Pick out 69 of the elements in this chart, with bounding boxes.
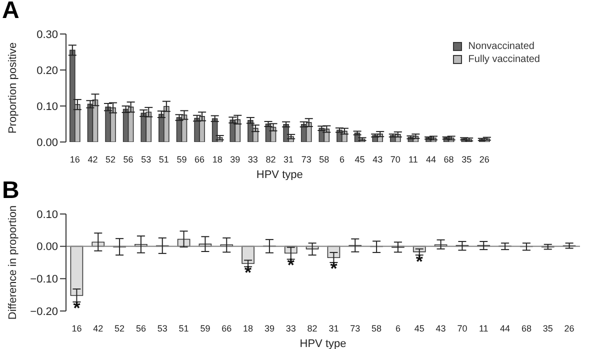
x-tick-label: 68 xyxy=(521,323,532,334)
annotation: * xyxy=(330,258,338,278)
x-tick-label: 16 xyxy=(72,323,82,334)
x-tick-label: 6 xyxy=(395,323,400,334)
x-tick-label: 52 xyxy=(114,323,125,334)
x-tick-label: 44 xyxy=(500,323,510,334)
x-tick-label: 31 xyxy=(284,154,294,164)
x-tick-label: 52 xyxy=(106,154,116,164)
x-tick-label: 35 xyxy=(542,323,553,334)
x-axis-title: HPV type xyxy=(256,169,303,181)
chart-title: A xyxy=(2,0,20,24)
annotation: * xyxy=(416,251,423,272)
x-tick-label: 11 xyxy=(408,154,418,164)
x-tick-label: 73 xyxy=(350,323,360,334)
x-tick-label: 53 xyxy=(141,154,152,164)
x-tick-label: 39 xyxy=(230,154,240,164)
x-tick-label: 58 xyxy=(372,323,382,334)
x-tick-label: 16 xyxy=(70,154,80,164)
x-tick-label: 35 xyxy=(462,154,472,164)
y-tick-label: −0.20 xyxy=(30,306,58,318)
x-tick-label: 73 xyxy=(301,154,312,164)
x-tick-label: 56 xyxy=(136,323,146,334)
x-tick-label: 42 xyxy=(93,323,104,334)
y-tick-label: 0.30 xyxy=(36,28,58,41)
y-tick-label: 0.00 xyxy=(36,241,58,254)
legend-label: Nonvaccinated xyxy=(468,40,534,53)
y-tick-label: 0.20 xyxy=(36,64,58,77)
x-tick-label: 18 xyxy=(212,154,222,164)
y-axis-title: Difference in proportion xyxy=(6,205,19,320)
x-tick-label: 33 xyxy=(248,154,258,164)
legend-label: Fully vaccinated xyxy=(468,53,540,66)
y-tick-label: 0.10 xyxy=(36,100,58,113)
x-tick-label: 68 xyxy=(444,154,454,164)
x-tick-label: 66 xyxy=(194,154,205,164)
x-tick-label: 43 xyxy=(436,323,446,334)
x-tick-label: 39 xyxy=(264,323,274,334)
x-tick-label: 26 xyxy=(564,323,574,334)
annotation: * xyxy=(73,298,80,318)
x-tick-label: 56 xyxy=(123,154,134,164)
y-tick-label: −0.10 xyxy=(30,274,58,286)
x-tick-label: 42 xyxy=(88,154,98,164)
x-tick-label: 6 xyxy=(339,154,344,164)
x-tick-label: 59 xyxy=(200,323,210,334)
annotation: * xyxy=(244,262,252,283)
x-tick-label: 59 xyxy=(176,154,187,164)
x-tick-label: 45 xyxy=(414,323,424,334)
x-tick-label: 66 xyxy=(222,323,232,334)
x-tick-label: 26 xyxy=(479,154,490,164)
x-tick-label: 53 xyxy=(157,323,168,334)
x-axis-title: HPV type xyxy=(300,338,346,349)
x-tick-label: 43 xyxy=(372,154,383,164)
x-tick-label: 18 xyxy=(243,323,254,334)
y-tick-label: 0.00 xyxy=(36,136,58,149)
chart-title: B xyxy=(2,177,20,204)
x-tick-label: 82 xyxy=(266,154,276,164)
y-tick-label: 0.10 xyxy=(36,208,58,221)
x-tick-label: 82 xyxy=(307,323,318,334)
x-tick-label: 70 xyxy=(390,154,400,164)
x-tick-label: 11 xyxy=(478,323,488,334)
x-tick-label: 51 xyxy=(158,154,169,164)
x-tick-label: 70 xyxy=(457,323,468,334)
x-tick-label: 58 xyxy=(319,154,330,164)
x-tick-label: 51 xyxy=(178,323,189,334)
x-tick-label: 45 xyxy=(354,154,365,164)
annotation: * xyxy=(287,255,294,276)
x-tick-label: 44 xyxy=(426,154,436,164)
x-tick-label: 33 xyxy=(286,323,296,334)
y-axis-title: Proportion positive xyxy=(6,42,19,134)
x-tick-label: 31 xyxy=(328,323,339,334)
